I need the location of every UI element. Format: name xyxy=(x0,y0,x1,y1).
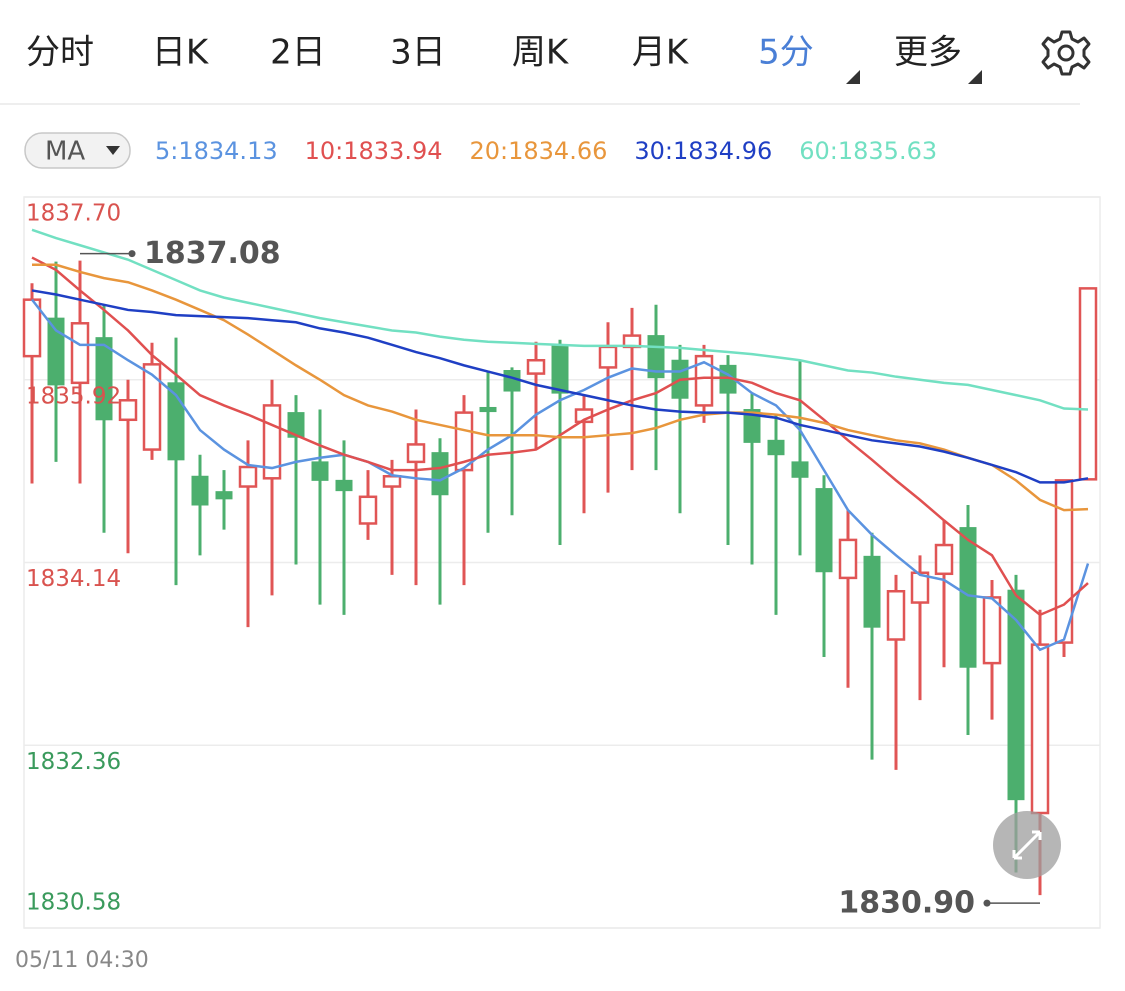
candle-body xyxy=(1078,287,1098,481)
candle-body xyxy=(118,399,138,422)
candle-body xyxy=(311,461,329,481)
candle-body xyxy=(791,461,809,478)
tab[interactable]: 2日 xyxy=(270,33,326,73)
candle-body xyxy=(598,345,618,369)
candle-body xyxy=(142,363,162,451)
candle-body xyxy=(934,543,954,576)
legend-entry: 30:1834.96 xyxy=(634,137,772,165)
tab[interactable]: 5分 xyxy=(758,33,814,73)
ma-line xyxy=(31,289,1089,484)
candle-body xyxy=(215,491,233,500)
candle-body xyxy=(551,344,569,394)
y-tick-label: 1837.70 xyxy=(26,201,121,227)
candle-body xyxy=(382,475,402,488)
annotation-dot xyxy=(128,250,136,258)
candle-body xyxy=(694,354,714,407)
indicator-button-label: MA xyxy=(45,137,85,167)
y-tick-label: 1830.58 xyxy=(26,890,121,916)
indicator-button[interactable] xyxy=(24,132,131,169)
candle-body xyxy=(95,337,113,421)
candle-body xyxy=(70,322,90,385)
annotation-dot xyxy=(983,899,991,907)
tab[interactable]: 周K xyxy=(512,33,570,73)
tab[interactable]: 3日 xyxy=(390,33,446,73)
ma-line xyxy=(31,228,1089,411)
candle-body xyxy=(767,439,785,456)
y-tick-label: 1832.36 xyxy=(26,749,121,775)
candle-body xyxy=(238,465,258,488)
tab[interactable]: 分时 xyxy=(26,33,94,73)
candle-body xyxy=(335,479,353,492)
candle-body xyxy=(47,317,65,386)
candle-body xyxy=(815,488,833,573)
x-tick-label: 05/11 04:30 xyxy=(15,948,149,973)
annotation-label: 1837.08 xyxy=(144,236,281,271)
candle-body xyxy=(191,475,209,506)
ma-line xyxy=(31,298,1090,652)
legend-entry: 20:1834.66 xyxy=(469,137,607,165)
tab[interactable]: 月K xyxy=(632,33,690,73)
candle-body xyxy=(743,409,761,443)
candle-body xyxy=(910,571,930,604)
candle-body xyxy=(959,527,977,668)
candle-body xyxy=(1030,643,1050,815)
settings-icon[interactable] xyxy=(1041,30,1091,76)
candle-body xyxy=(431,452,449,496)
candle-body xyxy=(406,443,426,464)
candle-body xyxy=(287,412,305,438)
legend-entry: 10:1833.94 xyxy=(305,137,443,165)
candle-body xyxy=(479,406,497,413)
labels: 1837.70 1835.92 1834.14 1832.36 1830.58 5:183… xyxy=(15,137,1040,973)
legend-entry: 60:1835.63 xyxy=(799,137,937,165)
candle-body xyxy=(526,358,546,375)
candle-body xyxy=(503,370,521,392)
candle-body xyxy=(1007,589,1025,801)
candle-body xyxy=(863,555,881,628)
ma-line xyxy=(32,263,1089,512)
y-tick-label: 1835.92 xyxy=(26,383,121,409)
candle-body xyxy=(886,589,906,641)
tab[interactable]: 更多 xyxy=(894,33,962,73)
zoom-button[interactable] xyxy=(993,811,1061,879)
dropdown-corner xyxy=(968,70,982,84)
candle-body xyxy=(838,538,858,580)
dropdown-corner xyxy=(846,70,860,84)
candle-body xyxy=(982,596,1002,665)
y-tick-label: 1834.14 xyxy=(26,566,121,592)
annotation-label: 1830.90 xyxy=(838,886,975,921)
dropdown-arrow xyxy=(106,146,120,155)
tab[interactable]: 日K xyxy=(152,33,210,73)
candle-body xyxy=(358,495,378,525)
candle-body xyxy=(454,411,474,472)
legend-entry: 5:1834.13 xyxy=(155,137,278,165)
ma-line xyxy=(31,256,1089,617)
